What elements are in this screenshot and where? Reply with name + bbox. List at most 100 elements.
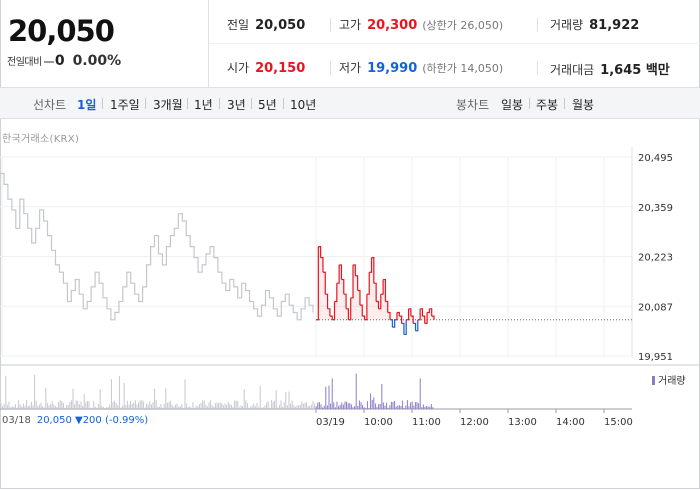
today-series	[348, 297, 352, 321]
today-series	[408, 308, 412, 317]
stat-low: 저가 19,990 (하한가 14,050)	[339, 59, 503, 76]
candle-monthly[interactable]: 월봉	[572, 98, 595, 112]
today-series	[366, 272, 370, 295]
x-tick-label: 11:00	[412, 417, 441, 428]
x-tick-label: 13:00	[508, 417, 537, 428]
price-summary: 20,050 전일대비 0 0.00% 전일 20,050 고가 20,300 (상한가 …	[0, 0, 700, 88]
today-series	[427, 308, 430, 314]
candle-daily[interactable]: 일봉	[501, 98, 524, 112]
today-area	[366, 294, 370, 320]
today-series	[431, 315, 435, 320]
stat-value: 20,150	[255, 61, 306, 76]
stat-value: 20,300	[367, 18, 418, 33]
today-area	[380, 294, 384, 320]
stat-label: 고가	[339, 18, 362, 32]
period-10y[interactable]: 10년	[290, 98, 317, 112]
period-5y[interactable]: 5년	[258, 98, 277, 112]
change-percent: 0.00%	[72, 53, 122, 69]
y-tick-label: 20,359	[638, 203, 673, 214]
today-series	[415, 319, 419, 332]
prev-day-date: 03/18	[2, 415, 31, 426]
lower-limit: (하한가 14,050)	[422, 62, 504, 75]
period-1w[interactable]: 1주일	[110, 98, 140, 112]
today-series	[355, 275, 359, 291]
change-value: 0	[54, 53, 65, 69]
today-series	[318, 246, 322, 258]
stat-value: 20,050	[255, 18, 306, 33]
line-chart-label: 선차트	[33, 98, 67, 112]
volume-swatch-icon	[652, 376, 655, 385]
x-tick-label: 15:00	[604, 417, 633, 428]
today-series	[392, 319, 396, 328]
today-area	[378, 308, 381, 320]
stat-value: 19,990	[367, 61, 418, 76]
today-area	[369, 272, 372, 320]
today-series	[327, 308, 331, 317]
y-tick-label: 19,951	[638, 352, 673, 363]
period-1d[interactable]: 1일	[77, 98, 97, 112]
today-series	[420, 308, 424, 317]
stat-prev-close: 전일 20,050	[227, 16, 305, 33]
today-series	[359, 304, 363, 317]
candle-chart-label: 봉차트	[456, 98, 490, 112]
today-series	[357, 289, 361, 306]
y-tick-label: 20,087	[638, 302, 673, 313]
today-series	[343, 293, 347, 309]
today-series	[383, 278, 387, 302]
today-area	[318, 246, 321, 320]
change-label: 전일대비	[7, 57, 42, 68]
today-series	[394, 312, 398, 321]
today-series	[346, 308, 349, 320]
today-area	[401, 319, 404, 324]
stat-amount: 거래대금 1,645 백만	[550, 59, 670, 78]
today-series	[329, 315, 333, 320]
today-series	[380, 279, 384, 295]
today-series	[378, 294, 382, 310]
today-series	[385, 300, 389, 313]
today-series	[424, 312, 428, 325]
period-3y[interactable]: 3년	[227, 98, 246, 112]
stat-high: 고가 20,300 (상한가 26,050)	[339, 16, 503, 33]
today-series	[399, 315, 403, 324]
today-series	[403, 319, 407, 336]
data-source: 한국거래소(KRX)	[2, 134, 80, 145]
today-area	[413, 319, 416, 324]
flat-icon	[43, 61, 54, 63]
stat-value: 81,922	[589, 18, 640, 33]
today-series	[332, 301, 336, 321]
current-price: 20,050	[8, 14, 115, 48]
today-series	[336, 264, 340, 284]
period-1y[interactable]: 1년	[194, 98, 213, 112]
today-area	[350, 297, 354, 320]
today-area	[334, 301, 337, 320]
stat-label: 저가	[339, 61, 362, 75]
today-series	[320, 256, 324, 273]
today-series	[396, 311, 400, 317]
today-series	[387, 311, 391, 320]
today-series	[350, 264, 354, 299]
period-3m[interactable]: 3개월	[153, 98, 183, 112]
today-series	[410, 315, 414, 324]
today-series	[341, 278, 345, 295]
volume-legend-label: 거래량	[658, 376, 686, 387]
stat-volume: 거래량 81,922	[550, 16, 639, 33]
today-series	[316, 246, 319, 321]
y-tick-label: 20,495	[638, 153, 673, 164]
x-tick-label: 14:00	[556, 417, 585, 428]
today-area	[427, 312, 430, 320]
today-series	[353, 264, 356, 276]
period-toolbar: 선차트 1일 1주일 3개월 1년 3년 5년 10년 봉차트 일봉 주봉 월봉	[0, 88, 700, 119]
stat-value: 1,645 백만	[600, 63, 670, 78]
stat-label: 거래량	[550, 18, 584, 32]
today-series	[422, 315, 426, 324]
today-series	[413, 322, 417, 331]
change-row: 전일대비 0 0.00%	[7, 53, 121, 69]
today-area	[320, 257, 323, 320]
today-area	[353, 264, 356, 320]
candle-weekly[interactable]: 주봉	[536, 98, 559, 112]
prev-day-series	[0, 172, 314, 321]
today-series	[406, 308, 410, 321]
stat-label: 전일	[227, 18, 250, 32]
stats-grid: 전일 20,050 고가 20,300 (상한가 26,050) 거래량 81,922 …	[209, 0, 700, 87]
